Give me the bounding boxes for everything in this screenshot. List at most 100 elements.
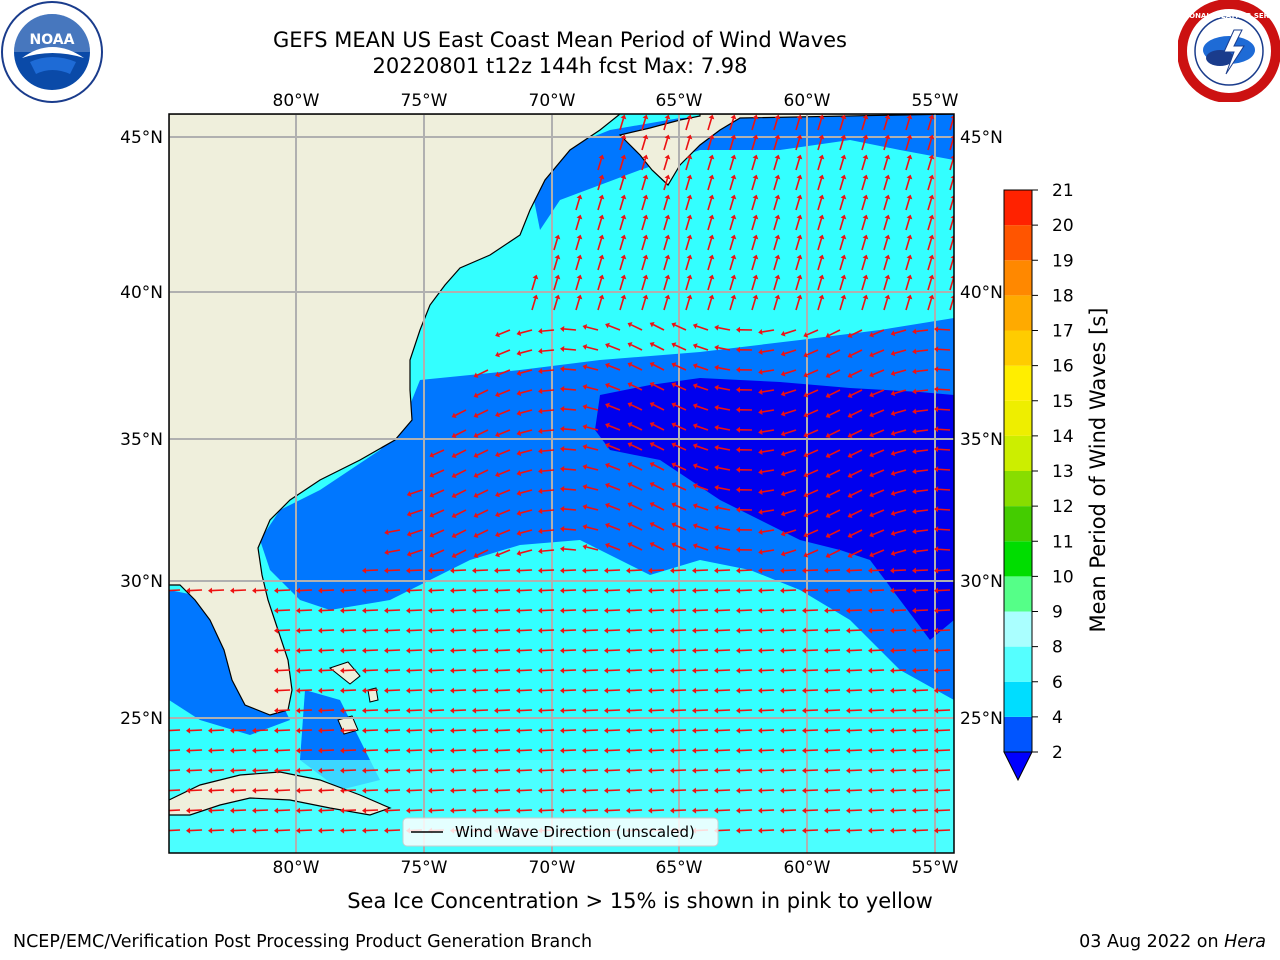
wind-wave-arrowhead [825,512,831,519]
wind-wave-arrow [828,529,841,537]
wind-wave-arrow [629,729,643,732]
wind-wave-arrow [828,549,841,557]
colorbar-segment [1004,541,1032,577]
wind-wave-arrow [651,649,665,652]
colorbar-tick-label: 13 [1052,462,1074,482]
wind-wave-arrow [475,629,489,632]
wind-wave-arrowhead [758,607,763,614]
wind-wave-arrow [783,669,797,672]
wind-wave-arrow [861,258,867,271]
wind-wave-arrow [520,409,533,414]
wind-wave-arrow [751,118,757,131]
wind-wave-arrow [872,369,885,376]
wind-wave-arrowhead [318,707,323,714]
wind-wave-arrowhead [686,254,693,260]
wind-wave-arrowhead [620,154,627,160]
wind-wave-arrow [520,369,533,374]
wind-wave-arrowhead [649,421,655,428]
wind-wave-arrow [365,789,379,792]
wind-wave-arrow [717,829,731,832]
wind-wave-arrow [365,709,379,712]
wind-wave-arrow [893,729,907,732]
wind-wave-arrowhead [274,747,279,754]
wind-wave-arrow [586,446,599,451]
wind-wave-arrowhead [230,767,235,774]
wind-wave-arrowhead [890,550,896,557]
wind-wave-arrowhead [847,512,853,518]
wind-wave-arrowhead [516,350,522,356]
wind-wave-arrowhead [714,344,719,351]
wind-wave-arrow [453,709,467,712]
wind-wave-arrowhead [890,350,896,357]
wind-wave-arrow [861,238,867,251]
nws-logo-text: NATIONAL WEATHER SERVICE [1178,12,1280,20]
wind-wave-arrowhead [692,707,697,714]
wind-wave-arrow [476,489,489,496]
wind-wave-arrow [387,729,401,732]
wind-wave-arrow [563,408,577,411]
wind-wave-arrow [410,489,423,495]
wind-wave-arrowhead [780,807,785,814]
wind-wave-arrowhead [912,807,917,814]
wind-wave-arrow [651,569,665,572]
wind-wave-arrow [784,429,797,435]
wind-wave-arrow [541,569,555,572]
wind-wave-arrowhead [708,214,715,220]
wind-wave-arrow [817,278,823,291]
wind-wave-arrow [519,769,533,772]
wind-wave-arrowhead [714,464,719,471]
wind-wave-arrowhead [538,488,543,495]
wind-wave-arrow [299,809,313,812]
wind-wave-arrowhead [605,422,610,429]
wind-wave-arrowhead [736,366,741,373]
wind-wave-arrow [927,138,933,151]
wind-wave-arrowhead [598,194,605,200]
wind-wave-arrow [850,509,863,516]
wind-wave-arrow [806,509,819,516]
wind-wave-arrow [498,529,511,536]
wind-wave-arrowhead [686,294,693,300]
wind-wave-arrow [915,829,929,832]
wind-wave-arrow [498,409,511,416]
wind-wave-arrow [839,218,845,231]
wind-wave-arrowhead [708,134,715,140]
wind-wave-arrowhead [642,254,649,260]
wind-wave-arrowhead [208,727,213,734]
wind-wave-arrow [497,589,511,592]
wind-wave-arrowhead [516,607,521,614]
wind-wave-arrow [872,349,885,356]
wind-wave-arrowhead [796,114,803,120]
wind-wave-arrowhead [164,748,168,754]
wind-wave-arrowhead [714,484,719,491]
wind-wave-arrowhead [934,486,939,493]
wind-wave-arrow [805,569,819,572]
wind-wave-arrowhead [208,587,213,594]
wind-wave-arrowhead [796,294,803,300]
lat-label-left-40: 40°N [120,283,163,303]
wind-wave-arrowhead [554,234,561,240]
wind-wave-arrow [608,404,621,411]
wind-wave-arrow [783,589,797,592]
wind-wave-arrow [619,218,625,231]
wind-wave-arrowhead [582,807,587,814]
wind-wave-arrow [773,298,779,311]
wind-wave-arrowhead [516,667,521,674]
wind-wave-arrow [409,589,423,592]
wind-wave-arrow [575,218,581,231]
wind-wave-arrow [883,218,889,231]
wind-wave-arrowhead [472,727,477,734]
wind-wave-arrow [729,238,735,251]
wind-wave-arrow [629,589,643,592]
wind-wave-arrowhead [868,687,873,694]
wind-wave-arrow [519,669,533,672]
wind-wave-arrow [641,178,647,191]
wind-wave-arrow [817,258,823,271]
wind-wave-arrow [707,158,713,171]
wind-wave-arrow [872,389,885,396]
wind-wave-arrowhead [846,727,851,734]
wind-wave-arrowhead [736,326,741,333]
wind-wave-arrowhead [560,647,565,654]
lon-label-top-75: 75°W [401,91,448,111]
wind-wave-arrowhead [692,543,698,549]
wind-wave-arrow [476,409,489,416]
